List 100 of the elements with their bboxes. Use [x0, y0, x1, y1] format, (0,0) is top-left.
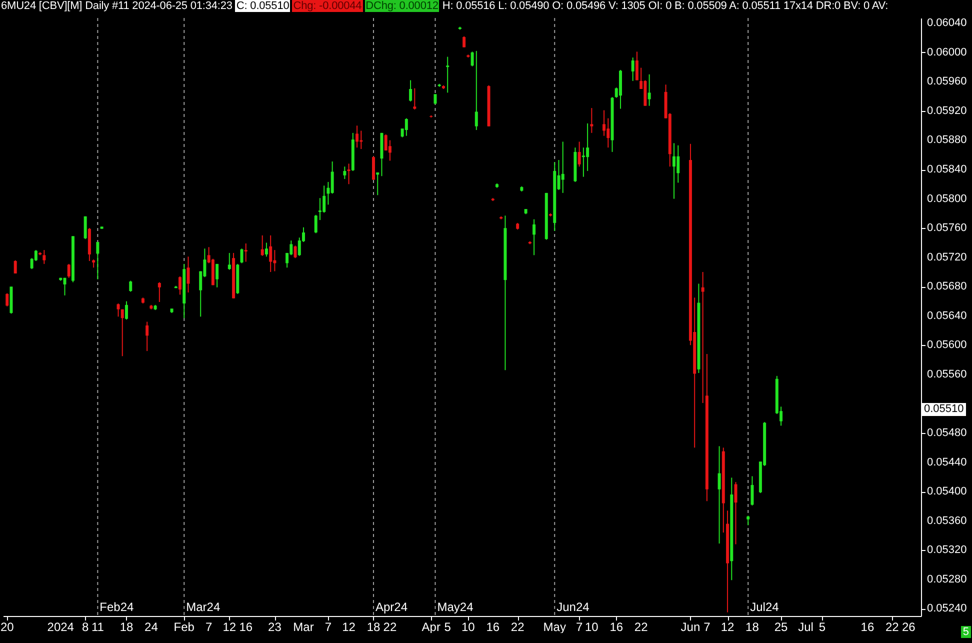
candlestick: [474, 50, 478, 130]
candlestick: [746, 515, 750, 526]
y-tick-label: 0.05960: [927, 76, 967, 88]
candlestick: [672, 142, 676, 200]
candlestick: [264, 242, 268, 258]
y-tick-label: 0.05800: [927, 192, 967, 205]
candlestick: [294, 245, 297, 259]
candlestick: [631, 57, 634, 82]
y-tick-label: 0.05600: [927, 339, 967, 352]
candlestick: [413, 88, 416, 110]
ref-line-label: Mar24: [186, 600, 220, 614]
candlestick: [322, 185, 326, 214]
candlestick: [602, 110, 606, 136]
candlestick: [318, 198, 322, 221]
candlestick: [129, 280, 132, 292]
candlestick: [186, 256, 190, 293]
x-tick-label: 18: [366, 620, 380, 634]
x-tick-label: Mar: [293, 620, 314, 634]
x-tick-label: 25: [774, 620, 788, 634]
candlestick: [701, 271, 704, 404]
ref-line-label: May24: [437, 600, 474, 614]
y-tick-label: 0.05280: [927, 573, 967, 586]
candlestick: [84, 216, 87, 240]
y-tick-label: 0.05720: [927, 251, 967, 264]
candlestick: [635, 51, 638, 81]
x-tick-label: Jul: [798, 620, 814, 634]
candlestick: [734, 482, 738, 545]
candlestick: [582, 147, 585, 178]
x-tick-label: 7: [576, 620, 583, 634]
candlestick: [750, 476, 754, 506]
ref-line-label: Feb24: [100, 600, 134, 614]
candlestick: [116, 302, 120, 318]
candlestick: [269, 234, 272, 272]
candlestick: [561, 141, 564, 194]
candlestick: [586, 122, 590, 172]
candlestick: [718, 446, 721, 544]
x-tick-label: 22: [383, 620, 397, 634]
x-tick-label: 10: [584, 620, 599, 634]
x-tick-label: 24: [144, 620, 158, 634]
candlestick: [146, 321, 149, 352]
text: Chg: -0.00044: [292, 0, 363, 12]
text: C: 0.05510: [235, 0, 290, 12]
y-tick-label: 0.05440: [927, 456, 967, 468]
x-tick-label: 22: [510, 620, 525, 634]
candlestick: [372, 156, 375, 180]
candlestick: [228, 252, 231, 270]
x-tick-label: 7: [704, 620, 711, 634]
y-tick-label: 0.05360: [927, 514, 967, 527]
x-tick-label: 11: [91, 620, 104, 634]
y-tick-label: 0.05640: [927, 310, 967, 322]
x-tick-label: 5: [818, 620, 826, 634]
candlestick: [590, 108, 594, 134]
candlestick: [384, 134, 388, 151]
candlestick: [120, 308, 124, 357]
candlestick: [578, 141, 581, 168]
candlestick: [434, 94, 437, 105]
candlestick: [42, 250, 46, 264]
y-tick-label: 0.05480: [927, 427, 967, 440]
x-tick-label: 7: [205, 620, 212, 634]
candlestick: [532, 218, 536, 256]
candlestick: [347, 163, 350, 185]
candlestick: [240, 248, 244, 264]
candlestick: [14, 260, 17, 274]
x-tick-label: 2024: [47, 620, 74, 634]
y-tick-label: 0.05760: [927, 222, 967, 234]
x-tick-label: Feb: [174, 620, 195, 634]
candlestick: [676, 144, 680, 184]
y-tick-label: 0.05880: [927, 134, 967, 146]
candlestick: [360, 130, 363, 150]
x-tick-label: 16: [860, 620, 874, 634]
ref-line-label: Jun24: [556, 600, 590, 614]
text: 0.05510: [922, 403, 966, 416]
x-tick-label: 26: [902, 620, 916, 634]
candlestick: [67, 263, 70, 278]
x-tick-label: 16: [486, 620, 500, 634]
x-tick-label: 7: [324, 620, 332, 634]
candlestick: [125, 300, 128, 320]
candlestick: [343, 166, 346, 180]
x-tick-label: 22: [886, 620, 900, 634]
candlestick: [96, 241, 100, 280]
x-tick-label: 22: [634, 620, 648, 634]
candlestick: [404, 118, 408, 136]
candlestick: [648, 74, 651, 106]
candlestick: [6, 292, 9, 307]
y-tick-label: 0.05920: [927, 104, 967, 117]
candlestick: [178, 276, 182, 296]
candlestick: [409, 80, 412, 102]
y-tick-label: 0.05320: [927, 544, 967, 556]
candlestick: [314, 214, 318, 234]
x-tick-label: 23: [268, 620, 282, 634]
candlestick: [376, 172, 380, 196]
x-tick-label: 12: [720, 620, 735, 634]
x-tick-label: 18: [120, 620, 134, 634]
text: H: 0.05516 L: 0.05490 O: 0.05496 V: 1305 OI: 0 B: 0.05509 A: 0.05511 17x14 DR:0 BV: 0 AV:: [441, 0, 890, 12]
candlestick: [470, 51, 474, 67]
x-tick-label: 12: [342, 620, 356, 634]
candlestick: [63, 277, 66, 296]
candlestick: [606, 118, 610, 148]
y-tick-label: 0.05560: [927, 368, 967, 380]
x-tick-label: 16: [239, 620, 253, 634]
